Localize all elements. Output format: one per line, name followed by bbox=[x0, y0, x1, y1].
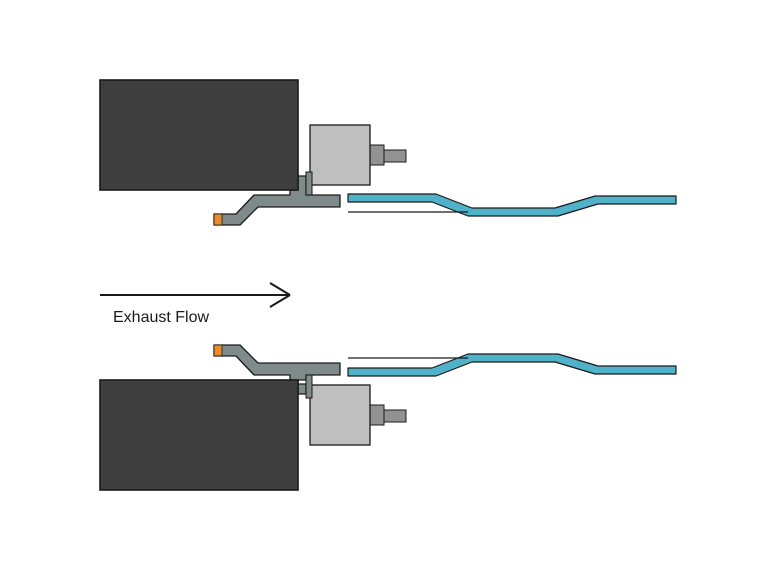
duct bbox=[348, 194, 676, 216]
seal bbox=[214, 214, 222, 225]
motor-body bbox=[310, 125, 370, 185]
bracket-tab bbox=[306, 172, 312, 195]
motor-shaft bbox=[384, 150, 406, 162]
seal bbox=[214, 345, 222, 356]
engine-block bbox=[100, 380, 298, 490]
motor-body bbox=[310, 385, 370, 445]
motor-shaft bbox=[370, 145, 384, 165]
motor-shaft bbox=[370, 405, 384, 425]
exhaust-flow-arrow bbox=[100, 283, 290, 307]
engine-block bbox=[100, 80, 298, 190]
exhaust-flow-label: Exhaust Flow bbox=[113, 309, 209, 326]
motor-shaft bbox=[384, 410, 406, 422]
bracket-tab bbox=[306, 375, 312, 398]
duct bbox=[348, 354, 676, 376]
